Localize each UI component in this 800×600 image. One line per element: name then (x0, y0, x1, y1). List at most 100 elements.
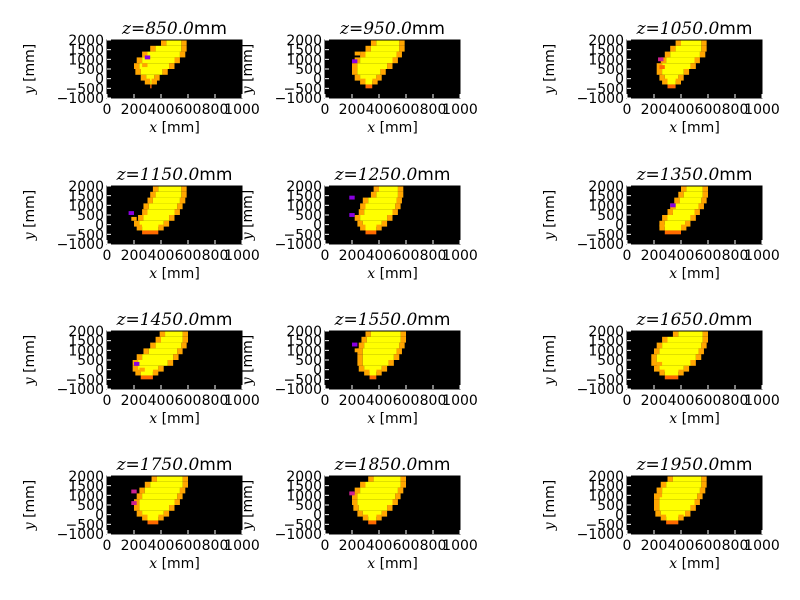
x-tick-label: 0 (623, 538, 632, 554)
title-var: z (121, 19, 132, 39)
x-axis-label: x [mm] (669, 266, 720, 282)
y-tick-label: 2000 (286, 324, 322, 340)
title-unit: mm (417, 310, 450, 330)
subplot-6: 0 200 400 600 8001000−1000−50005001000150020… (542, 165, 780, 282)
y-axis-label-var: y (240, 85, 256, 95)
heatmap-cell-edge (136, 493, 143, 500)
heatmap-cell-core (362, 348, 397, 355)
title-eq: =1050.0 (646, 19, 720, 39)
x-tick-label: 200 (339, 538, 366, 554)
heatmap-cell-edge (150, 84, 152, 89)
y-axis-label-unit: [mm] (240, 480, 256, 523)
x-axis-label: x [mm] (149, 266, 200, 282)
heatmap-cell-edge (702, 186, 708, 192)
x-tick-label: 400 (148, 538, 175, 554)
y-tick-label: 0 (95, 363, 104, 379)
heatmap-cell-core (155, 342, 182, 349)
y-axis-label: y [mm] (542, 480, 558, 532)
heatmap-cell-core (360, 74, 377, 81)
heatmap-cell-edge (134, 505, 140, 511)
heatmap-cell-edge (358, 209, 365, 215)
heatmap-cells (349, 476, 406, 525)
heatmap-cell-edge (701, 45, 707, 52)
heatmap-cell-core (675, 203, 699, 210)
heatmap-cell-core (664, 74, 679, 81)
heatmap-cell-core (683, 191, 703, 198)
y-tick-label: 0 (313, 72, 322, 88)
y-axis-label: y [mm] (22, 190, 38, 242)
y-tick-label: 0 (615, 508, 624, 524)
y-axis-label-unit: [mm] (542, 335, 558, 378)
y-tick-label: 1500 (68, 189, 104, 205)
heatmap-cell-edge (656, 69, 663, 75)
title-var: z (116, 455, 127, 475)
heatmap-cell-edge (143, 203, 149, 210)
x-axis-label: x [mm] (669, 556, 720, 572)
heatmap-cell-core (139, 220, 164, 227)
y-tick-label: −1000 (577, 382, 624, 398)
x-tick-label: 200 (121, 248, 148, 264)
y-axis-label: y [mm] (240, 335, 256, 387)
x-tick-label: 800 (722, 102, 749, 118)
y-tick-label: 500 (597, 208, 624, 224)
heatmap-cell-edge (150, 342, 156, 349)
heatmap-cell-outlier (131, 489, 137, 494)
x-tick-label: 1000 (442, 538, 478, 554)
x-tick-label: 400 (668, 102, 695, 118)
x-axis-label-var: x (367, 120, 375, 136)
heatmap-cell-edge (136, 354, 143, 360)
x-axis-label-unit: [mm] (375, 556, 418, 572)
x-tick-label: 200 (641, 248, 668, 264)
heatmap-cell-edge (674, 197, 680, 204)
y-tick-label: 2000 (68, 324, 104, 340)
heatmap-cell-edge (701, 476, 707, 482)
heatmap-cell-core (670, 51, 700, 58)
x-tick-label: 800 (420, 248, 447, 264)
heatmap-cell-core (142, 354, 174, 360)
x-axis-label-var: x (367, 556, 375, 572)
x-tick-label: 1000 (744, 102, 780, 118)
x-axis-label-var: x (367, 411, 375, 427)
x-tick-label: 0 (321, 102, 330, 118)
heatmap-cell-edge (174, 209, 180, 215)
heatmap-cell-edge (654, 348, 660, 355)
y-tick-label: 500 (295, 498, 322, 514)
heatmap-cell-edge (147, 520, 159, 525)
heatmap-cell-edge (352, 69, 358, 75)
subplot-2: 0 200 400 600 8001000−1000−50005001000150020… (240, 19, 478, 136)
heatmap-cell-edge (142, 209, 148, 215)
heatmap-cell-core (659, 493, 698, 500)
heatmap-cell-edge (139, 487, 145, 494)
heatmap-cell-edge (699, 51, 706, 58)
x-axis-label: x [mm] (367, 120, 418, 136)
y-tick-label: 0 (615, 218, 624, 234)
heatmap-cell-edge (370, 40, 377, 46)
y-tick-label: 1000 (68, 52, 104, 68)
heatmap-cell-core (664, 369, 679, 376)
heatmap-cell-edge (159, 331, 166, 337)
title-unit: mm (417, 455, 450, 475)
y-tick-label: 500 (295, 208, 322, 224)
heatmap-cell-core (672, 209, 695, 215)
heatmap-cell-edge (400, 476, 406, 482)
heatmap-cell-edge (151, 78, 157, 85)
heatmap-cell-edge (144, 78, 151, 85)
heatmap-cell-edge (357, 510, 363, 517)
heatmap-cells (352, 331, 406, 380)
heatmap-cell-outlier (352, 59, 358, 64)
x-axis-label-unit: [mm] (677, 266, 720, 282)
y-axis-label-unit: [mm] (22, 335, 38, 378)
heatmap-cell-core (666, 514, 679, 521)
heatmap-cell-core (681, 40, 702, 46)
heatmap-cell-edge (361, 336, 367, 343)
heatmap-cell-edge (179, 51, 186, 58)
heatmap-cell-core (666, 57, 695, 64)
heatmap-cell-edge (690, 360, 696, 366)
heatmap-cell-edge (690, 63, 696, 69)
title-unit: mm (199, 455, 232, 475)
heatmap-cell-core (364, 365, 382, 372)
y-axis-label-unit: [mm] (240, 190, 256, 233)
heatmap-cell-core (364, 209, 393, 215)
heatmap-cell-outlier (144, 55, 151, 60)
y-tick-label: 2000 (588, 179, 624, 195)
